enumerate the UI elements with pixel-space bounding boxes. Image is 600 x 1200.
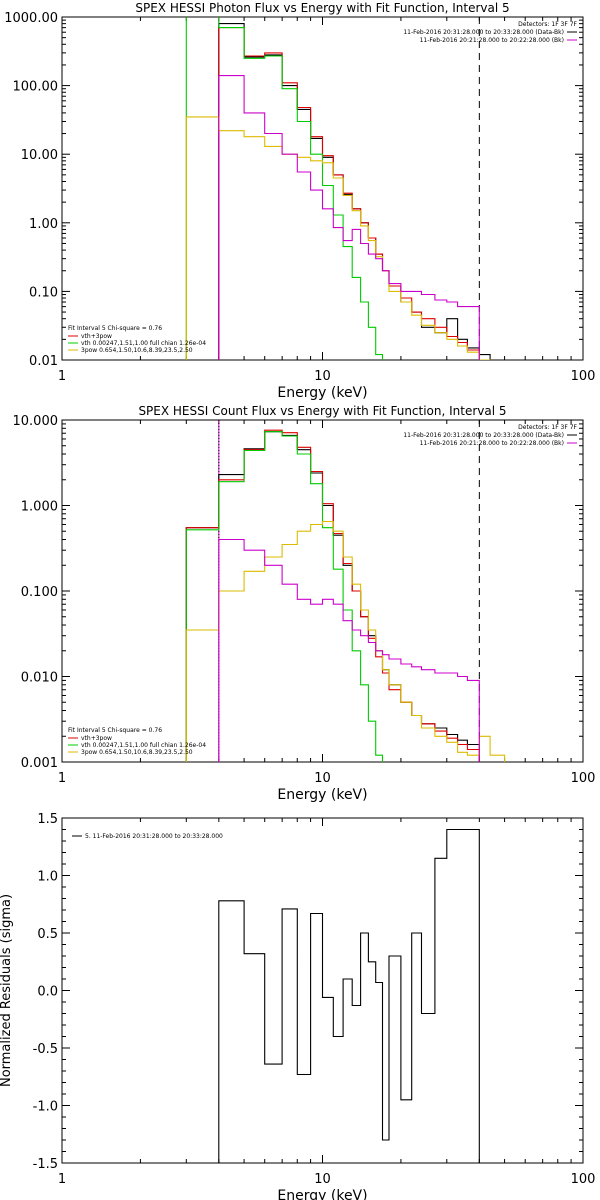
plot-area <box>185 17 491 360</box>
y-tick-label: 10.000 <box>13 414 59 429</box>
x-tick-label: 100 <box>571 1172 596 1187</box>
legend-entry: vth 0.00247,1.51,1.00 full chian 1.26e-0… <box>81 340 206 347</box>
chart-panel-1: SPEX HESSI Photon Flux vs Energy with Fi… <box>4 1 595 401</box>
x-axis-label: Energy (keV) <box>277 1188 367 1200</box>
legend-entry: 5. 11-Feb-2016 20:31:28.000 to 20:33:28.… <box>85 833 223 840</box>
legend-entry: vth+3pow <box>81 735 112 742</box>
legend-entry: 3pow 0.654,1.50,10.6,8.39,23.5,2.50 <box>81 749 193 756</box>
series-line-bk <box>218 538 480 762</box>
x-axis-label: Energy (keV) <box>277 787 367 803</box>
series-line-3pow <box>185 520 506 762</box>
legend-entry: vth 0.00247,1.51,1.00 full chian 1.26e-0… <box>81 742 206 749</box>
y-tick-label: 10.00 <box>21 148 58 163</box>
y-axis-label: Normalized Residuals (sigma) <box>0 894 14 1087</box>
y-tick-label: 0.01 <box>29 354 58 369</box>
y-tick-label: 0.001 <box>21 756 58 771</box>
legend-fit-header: Fit Interval 5 Chi-square = 0.76 <box>68 325 162 332</box>
x-tick-label: 1 <box>58 771 66 786</box>
chart-title: SPEX HESSI Count Flux vs Energy with Fit… <box>138 404 506 418</box>
x-tick-label: 1 <box>58 1172 66 1187</box>
legend-entry: 11-Feb-2016 20:21:28.000 to 20:22:28.000… <box>420 440 564 447</box>
y-tick-label: -1.0 <box>33 1100 58 1115</box>
y-tick-label: 1000.00 <box>4 11 58 26</box>
y-tick-label: 1.00 <box>29 217 58 232</box>
x-tick-label: 10 <box>314 1172 331 1187</box>
y-tick-label: 0.5 <box>37 927 58 942</box>
y-tick-label: 0.10 <box>29 285 58 300</box>
plot-area <box>185 420 506 762</box>
series-line-data-bk <box>218 23 491 360</box>
series-line-vth <box>185 17 384 360</box>
legend-entry: 3pow 0.654,1.50,10.6,8.39,23.5,2.50 <box>81 347 193 354</box>
y-tick-label: 1.5 <box>37 812 58 827</box>
series-line-vth-3pow <box>218 27 491 360</box>
y-tick-label: -1.5 <box>33 1157 58 1172</box>
plot-frame <box>61 16 584 361</box>
series-line-vth-3pow <box>185 429 480 762</box>
y-tick-label: -0.5 <box>33 1042 58 1057</box>
legend-entry: 11-Feb-2016 20:31:28.000 to 20:33:28.000… <box>403 432 564 439</box>
chart-panel-3: 1 10 100 Energy (keV) -1.5 -1.0 -0.5 0.0 0.5 1.0 1… <box>0 812 595 1200</box>
chart-panel-2: SPEX HESSI Count Flux vs Energy with Fit… <box>13 404 596 803</box>
y-tick-label: 0.0 <box>37 985 58 1000</box>
y-tick-label: 0.100 <box>21 585 58 600</box>
y-tick-label: 100.00 <box>13 80 59 95</box>
y-tick-label: 1.000 <box>21 500 58 515</box>
legend-detectors: Detectors: 1F 3F 7F <box>518 424 577 431</box>
series-line-vth <box>185 431 384 762</box>
x-tick-label: 10 <box>314 369 331 384</box>
chart-title: SPEX HESSI Photon Flux vs Energy with Fi… <box>135 1 509 15</box>
series-line-bk <box>218 75 480 360</box>
legend-detectors: Detectors: 1F 3F 7F <box>518 21 577 28</box>
plot-area <box>218 828 480 1163</box>
legend-entry: 11-Feb-2016 20:21:28.000 to 20:22:28.000… <box>420 37 564 44</box>
legend-fit-header: Fit Interval 5 Chi-square = 0.76 <box>68 727 162 734</box>
series-line-0 <box>218 828 480 1163</box>
y-tick-label: 1.0 <box>37 870 58 885</box>
x-tick-label: 10 <box>314 771 331 786</box>
x-axis-label: Energy (keV) <box>277 385 367 401</box>
x-tick-label: 100 <box>571 369 596 384</box>
x-tick-label: 100 <box>571 771 596 786</box>
legend-entry: 11-Feb-2016 20:31:28.000 to 20:33:28.000… <box>403 29 564 36</box>
y-tick-label: 0.010 <box>21 671 58 686</box>
legend-entry: vth+3pow <box>81 333 112 340</box>
x-tick-label: 1 <box>58 369 66 384</box>
